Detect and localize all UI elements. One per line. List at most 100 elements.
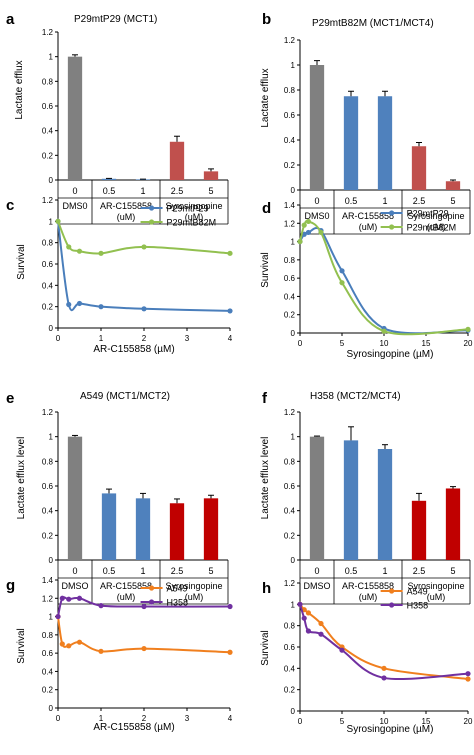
y-tick-label: 0.6: [42, 649, 54, 658]
y-tick-label: 1.2: [42, 594, 54, 603]
data-point: [98, 648, 104, 654]
panel-b: b P29mtB82M (MCT1/MCT4) Lactate efflux 0 0.2…: [260, 11, 471, 235]
x-tick-label: 0: [298, 339, 303, 348]
data-point: [98, 250, 104, 256]
y-tick-label: 0.2: [42, 303, 54, 312]
y-axis-label: Lactate efflux level: [16, 437, 27, 520]
y-tick-label: 0: [291, 556, 296, 565]
chart-title: H358 (MCT2/MCT4): [310, 391, 401, 402]
x-axis-label: AR-C155858 (µM): [93, 722, 174, 733]
data-point: [55, 218, 61, 224]
y-tick-label: 1: [291, 238, 296, 247]
group-label-syro: Syrosingopine: [407, 211, 464, 221]
x-tick-label: 20: [464, 717, 473, 726]
panel-letter: b: [262, 11, 271, 28]
data-point: [59, 595, 65, 601]
data-point: [305, 218, 311, 225]
data-point: [66, 301, 72, 308]
data-point: [59, 641, 65, 647]
data-point: [318, 631, 324, 637]
x-tick-label: 4: [228, 334, 233, 343]
data-point: [66, 596, 72, 602]
data-point: [76, 595, 83, 601]
y-tick-label: 0.8: [284, 457, 296, 466]
y-tick-label: 0.4: [284, 507, 296, 516]
y-tick-label: 1: [291, 61, 296, 70]
y-tick-label: 0.8: [42, 77, 54, 86]
y-axis-label: Survival: [260, 630, 271, 666]
y-axis-label: Survival: [16, 628, 27, 664]
x-tick-label: 1: [140, 186, 145, 196]
x-tick-label: 0.5: [103, 186, 116, 196]
y-tick-label: 0.2: [42, 686, 54, 695]
panel-f: f H358 (MCT2/MCT4) Lactate efflux level 0 0.…: [260, 390, 471, 605]
x-tick-label: 4: [228, 714, 233, 723]
group-label-syro: Syrosingopine: [407, 581, 464, 591]
y-axis-label: Lactate efflux: [260, 68, 271, 127]
group-label-syro: Syrosingopine: [165, 201, 222, 211]
data-point: [305, 229, 311, 236]
x-tick-label: 3: [185, 334, 190, 343]
panel-letter: e: [6, 390, 14, 407]
y-tick-label: 0: [49, 704, 54, 713]
series-line: [57, 221, 231, 312]
x-tick-label: 0: [314, 196, 319, 206]
legend-label: A549: [407, 587, 428, 597]
panel-d: d Survival 0 0.2 0.4 0.6 0.8 1 1.2 1.4 0 5 10 15 20 Syr…: [260, 200, 473, 360]
y-tick-label: 1: [291, 433, 296, 442]
x-tick-label: 5: [450, 566, 455, 576]
y-tick-label: 0.6: [42, 102, 54, 111]
x-tick-label: 2: [142, 714, 147, 723]
data-point: [66, 643, 72, 649]
y-tick-label: 0.4: [284, 664, 296, 673]
legend-marker: [148, 219, 155, 225]
bar: [377, 96, 393, 190]
x-tick-label: 5: [340, 717, 345, 726]
legend-label: P29mtP29: [407, 209, 449, 219]
panel-letter: d: [262, 200, 271, 217]
x-tick-label: 0: [72, 566, 77, 576]
group-label-control: DMS0: [62, 201, 87, 211]
y-tick-label: 0.2: [284, 686, 296, 695]
y-tick-label: 0.8: [42, 457, 54, 466]
data-point: [227, 250, 233, 256]
group-label-ar: AR-C155858: [342, 581, 394, 591]
group-label-ar-unit: (uM): [117, 212, 136, 222]
x-axis-label: Syrosingopine (µM): [347, 724, 434, 735]
data-point: [301, 615, 307, 621]
x-tick-label: 3: [185, 714, 190, 723]
data-point: [297, 601, 303, 607]
y-tick-label: 0.4: [284, 292, 296, 301]
panel-letter: a: [6, 11, 15, 28]
legend-marker: [389, 602, 395, 608]
data-point: [381, 328, 387, 334]
y-tick-label: 0.8: [42, 239, 54, 248]
y-tick-label: 0.2: [284, 531, 296, 540]
x-tick-label: 2.5: [413, 196, 426, 206]
legend-marker: [148, 585, 155, 591]
y-tick-label: 1.2: [42, 28, 54, 37]
x-tick-label: 2.5: [171, 186, 184, 196]
y-tick-label: 1.2: [284, 219, 296, 228]
x-tick-label: 1: [382, 566, 387, 576]
legend-label: P29mtB82M: [167, 218, 217, 228]
panel-e: e A549 (MCT1/MCT2) Lactate efflux level 0 0.…: [6, 390, 229, 605]
y-tick-label: 0: [291, 329, 296, 338]
y-tick-label: 0.8: [284, 622, 296, 631]
data-point: [305, 628, 311, 634]
x-tick-label: 2: [142, 334, 147, 343]
chart-title: P29mtB82M (MCT1/MCT4): [312, 18, 434, 29]
legend-marker: [389, 210, 395, 216]
y-tick-label: 0.2: [284, 161, 296, 170]
group-label-ar-unit: (uM): [359, 222, 378, 232]
y-tick-label: 1.2: [42, 408, 54, 417]
x-tick-label: 10: [380, 717, 389, 726]
data-point: [98, 304, 104, 310]
data-point: [76, 300, 83, 307]
chart-title: P29mtP29 (MCT1): [74, 14, 157, 25]
group-label-syro-unit: (uM): [427, 592, 446, 602]
x-tick-label: 0: [314, 566, 319, 576]
group-label-syro: Syrosingopine: [165, 581, 222, 591]
data-point: [76, 639, 83, 645]
y-tick-label: 1: [291, 600, 296, 609]
